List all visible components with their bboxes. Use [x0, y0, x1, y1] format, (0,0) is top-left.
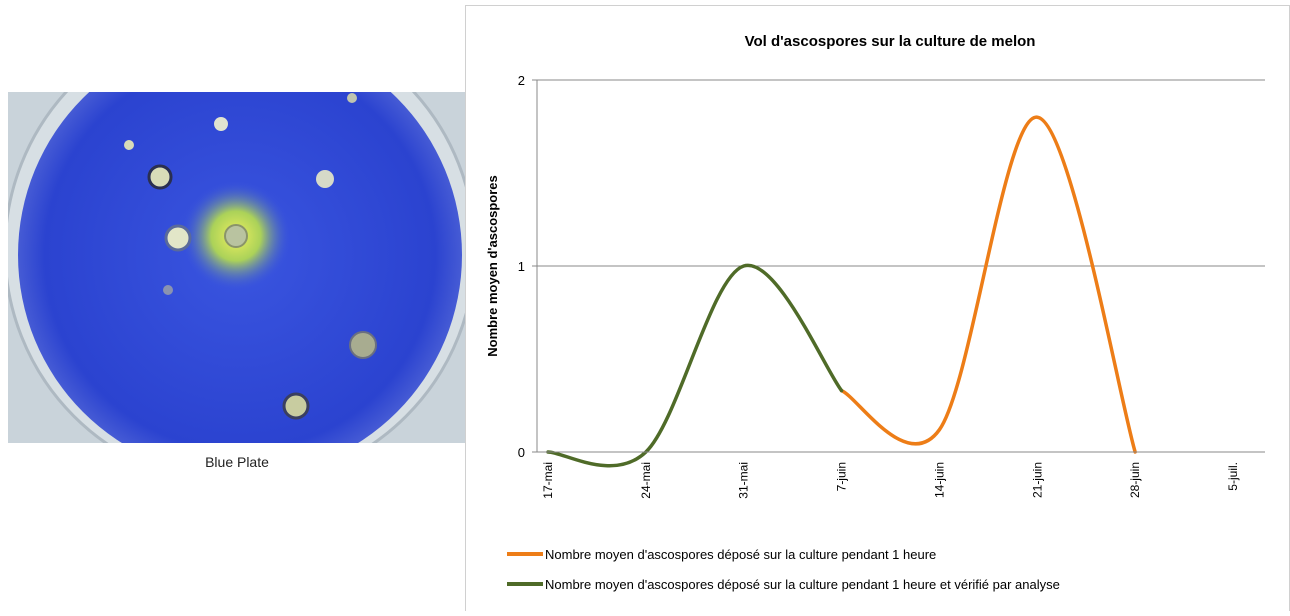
- x-tick-label: 21-juin: [1030, 462, 1044, 498]
- y-axis-label: Nombre moyen d'ascospores: [485, 175, 500, 357]
- x-tick-label: 24-mai: [639, 462, 653, 499]
- series-line: [548, 265, 842, 465]
- legend-label: Nombre moyen d'ascospores déposé sur la …: [545, 547, 936, 562]
- y-tick-label: 1: [518, 259, 525, 274]
- x-tick-label: 5-juil.: [1226, 462, 1240, 491]
- y-tick-label: 2: [518, 73, 525, 88]
- page: {"image": {"caption": "Blue Plate"}, "ch…: [0, 0, 1290, 611]
- series-line: [842, 117, 1136, 452]
- plot: 0 1 2 17-mai 24-mai 31-mai 7-juin 14-juin 21-jui…: [507, 73, 1265, 592]
- chart-title: Vol d'ascospores sur la culture de melon: [745, 33, 1036, 50]
- x-tick-label: 7-juin: [835, 462, 849, 491]
- x-tick-label: 14-juin: [932, 462, 946, 498]
- x-tick-label: 28-juin: [1128, 462, 1142, 498]
- image-caption: Blue Plate: [205, 454, 269, 470]
- legend-label: Nombre moyen d'ascospores déposé sur la …: [545, 577, 1060, 592]
- chart-frame: [466, 6, 1290, 612]
- figure: Blue Plate Vol d'ascospores sur la cultu…: [0, 0, 1290, 611]
- y-tick-label: 0: [518, 445, 525, 460]
- x-tick-label: 31-mai: [737, 462, 751, 499]
- petri-dish-photo: [5, 15, 475, 485]
- x-tick-label: 17-mai: [541, 462, 555, 499]
